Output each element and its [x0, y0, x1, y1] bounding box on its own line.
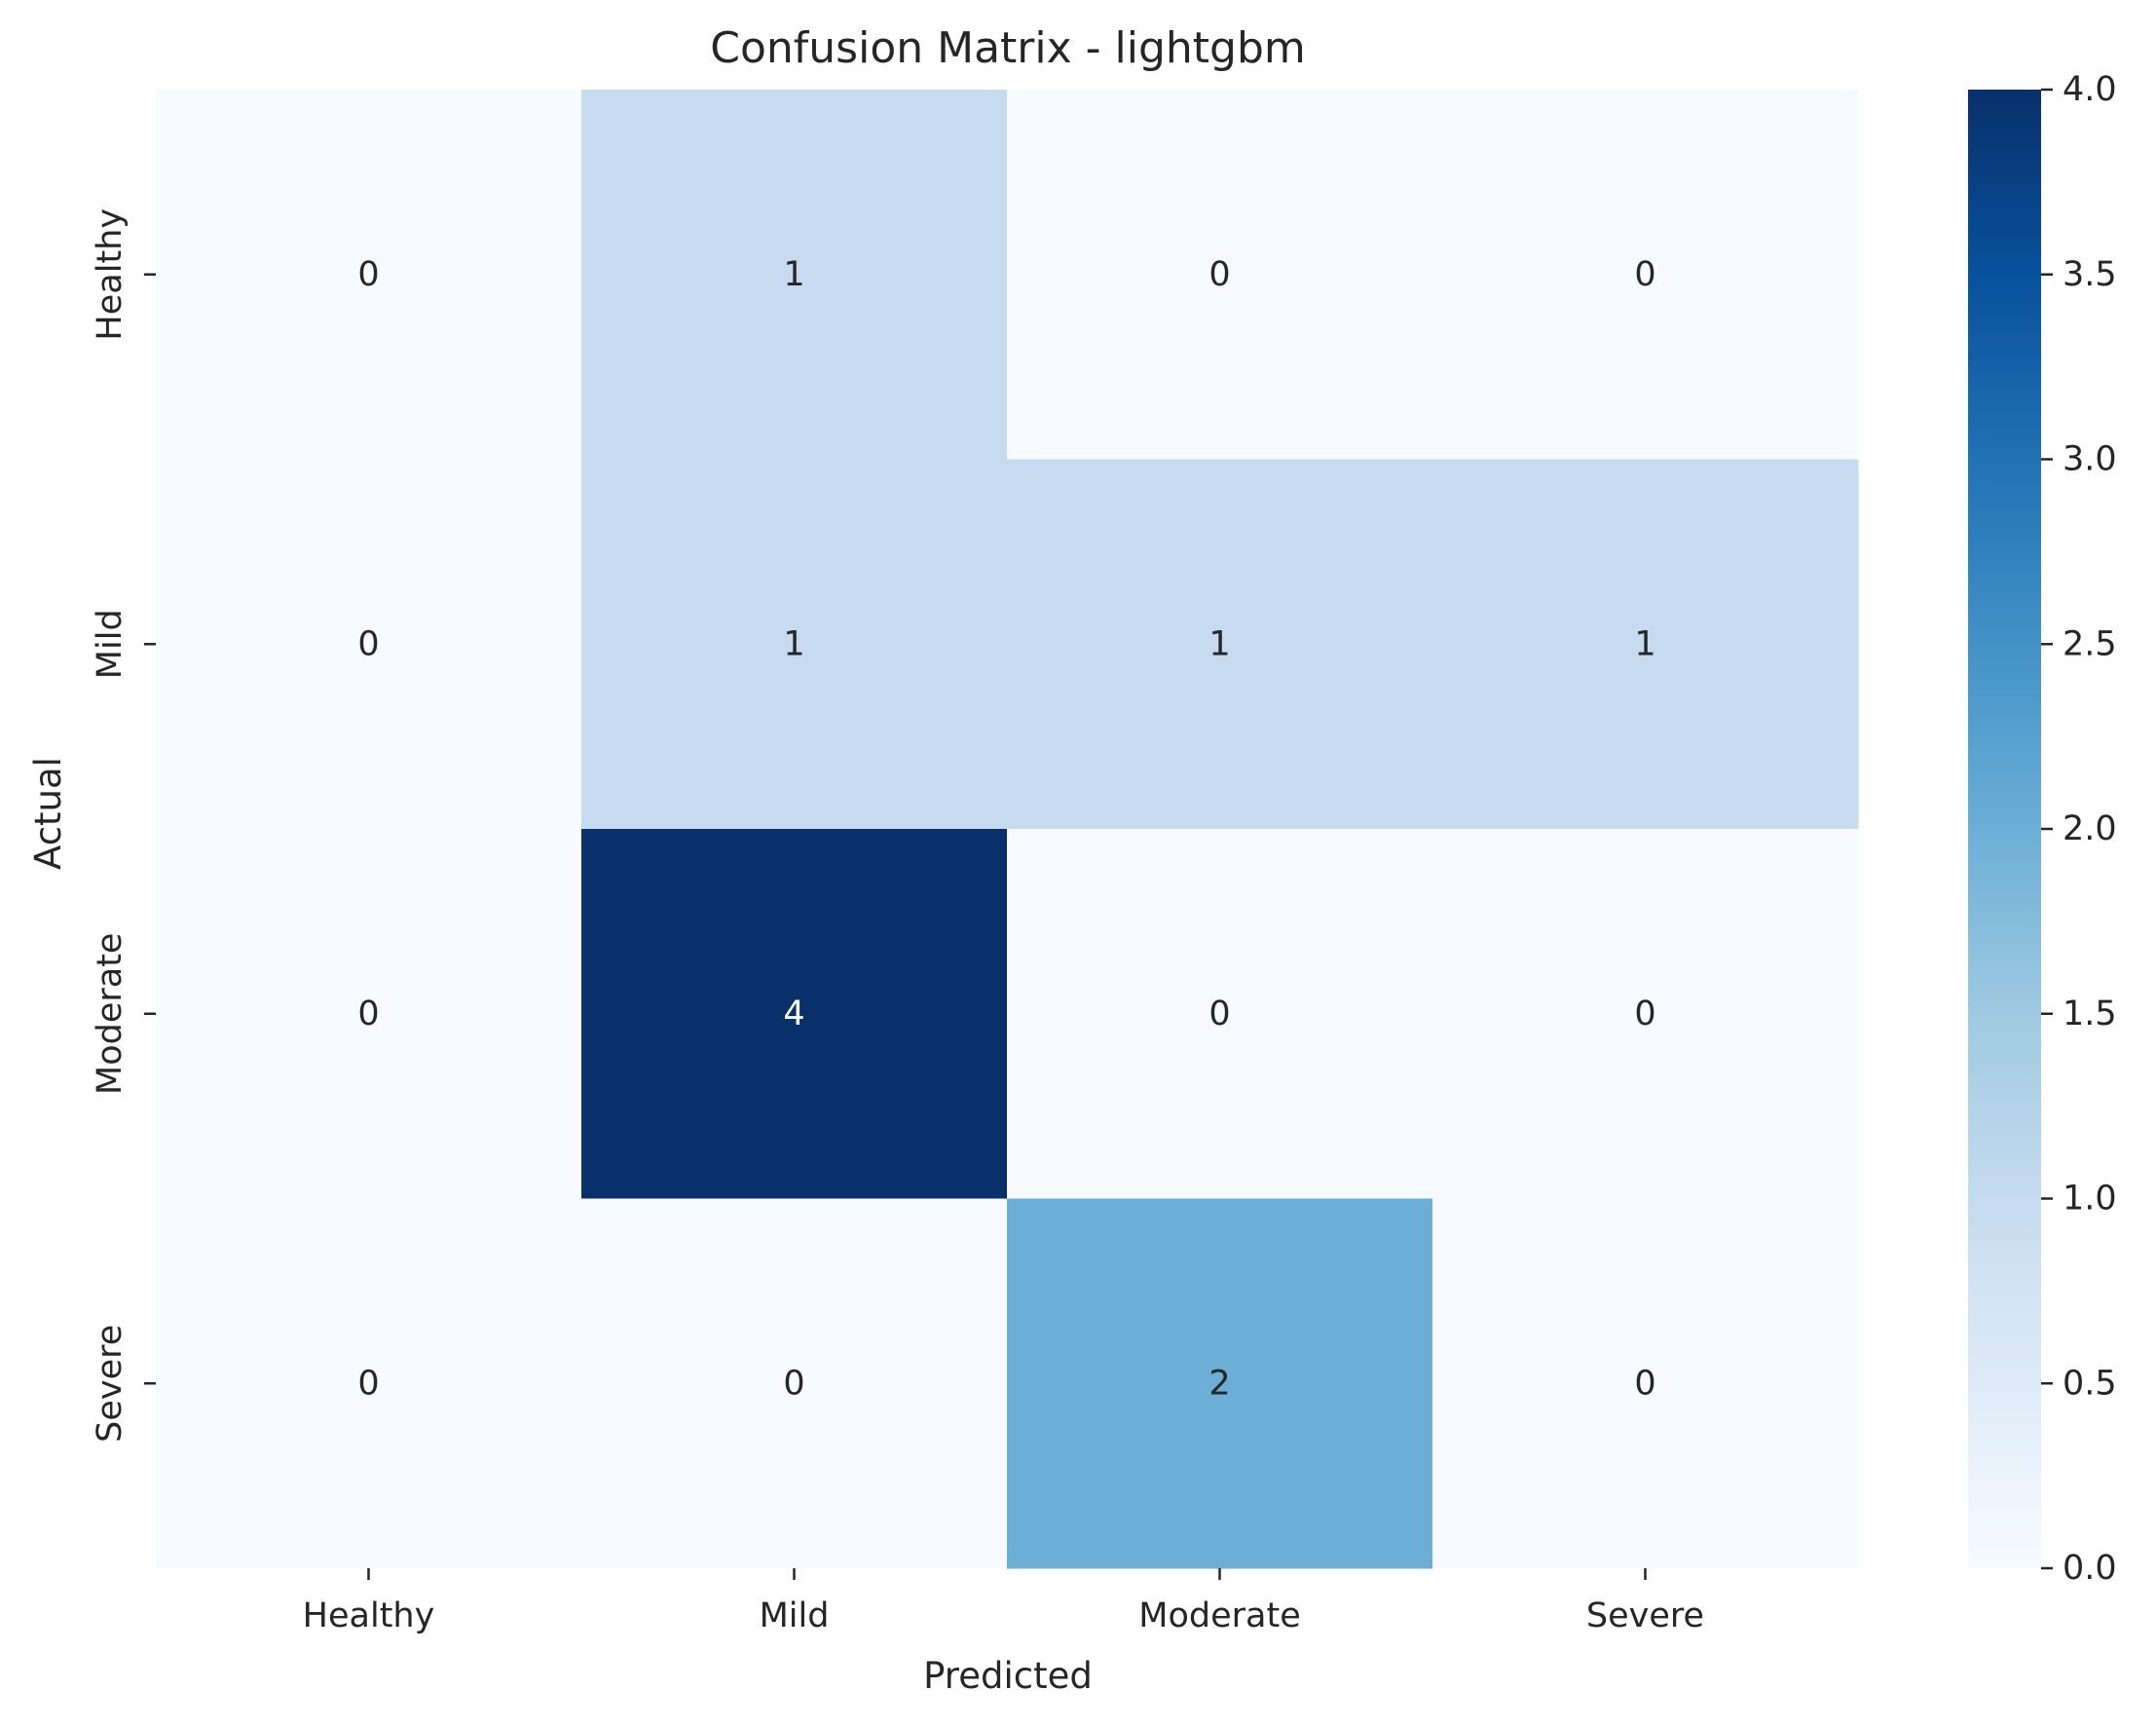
x-tick-label-healthy: Healthy	[303, 1596, 435, 1635]
cell-annotation-0-2: 0	[1208, 255, 1230, 294]
heatmap-cell-2-2	[1007, 829, 1433, 1199]
heatmap-cell-0-3	[1432, 90, 1859, 460]
colorbar-gradient	[1968, 90, 2041, 1568]
y-tick-label-healthy: Healthy	[91, 208, 130, 341]
heatmap-cell-3-3	[1432, 1198, 1859, 1569]
cell-annotation-1-2: 1	[1208, 624, 1230, 663]
colorbar-tick-label: 2.5	[2063, 624, 2117, 663]
heatmap-cell-1-0	[156, 459, 582, 830]
cell-annotation-2-0: 0	[357, 995, 379, 1033]
y-axis-ticks: Healthy Mild Moderate Severe	[91, 208, 156, 1443]
x-tick-label-moderate: Moderate	[1138, 1596, 1300, 1635]
heatmap-cell-3-2	[1007, 1198, 1433, 1569]
heatmap-cell-2-0	[156, 829, 582, 1199]
y-axis-label: Actual	[27, 757, 69, 870]
colorbar-ticks: 0.0 0.5 1.0 1.5 2.0 2.5 3.0 3.5 4.0	[2041, 70, 2117, 1588]
heatmap-cell-3-0	[156, 1198, 582, 1569]
cell-annotation-0-3: 0	[1634, 255, 1655, 294]
cell-annotation-0-1: 1	[783, 255, 804, 294]
cell-annotation-3-1: 0	[783, 1364, 804, 1403]
cell-annotation-3-0: 0	[357, 1364, 379, 1403]
cell-annotation-0-0: 0	[357, 255, 379, 294]
cell-annotation-1-0: 0	[357, 624, 379, 663]
colorbar-tick-label: 0.5	[2063, 1364, 2117, 1403]
colorbar-tick-label: 4.0	[2063, 70, 2117, 109]
heatmap-cell-1-1	[581, 459, 1008, 830]
y-tick-label-moderate: Moderate	[91, 933, 130, 1095]
x-tick-label-mild: Mild	[760, 1596, 830, 1635]
cell-annotation-2-1: 4	[783, 995, 804, 1033]
y-tick-label-mild: Mild	[91, 609, 130, 679]
heatmap-cell-3-1	[581, 1198, 1008, 1569]
colorbar-tick-label: 3.0	[2063, 440, 2117, 479]
colorbar: 0.0 0.5 1.0 1.5 2.0 2.5 3.0 3.5 4.0	[1968, 70, 2117, 1588]
x-tick-label-severe: Severe	[1586, 1596, 1704, 1635]
cell-annotation-3-2: 2	[1208, 1364, 1230, 1403]
colorbar-tick-label: 2.0	[2063, 809, 2117, 848]
cell-annotation-1-3: 1	[1634, 624, 1655, 663]
heatmap-cell-0-2	[1007, 90, 1433, 460]
colorbar-tick-label: 3.5	[2063, 255, 2117, 294]
x-axis-ticks: Healthy Mild Moderate Severe	[303, 1568, 1704, 1635]
cell-annotation-3-3: 0	[1634, 1364, 1655, 1403]
colorbar-tick-label: 1.0	[2063, 1180, 2117, 1219]
colorbar-tick-label: 0.0	[2063, 1549, 2117, 1588]
chart-title: Confusion Matrix - lightgbm	[710, 23, 1305, 73]
colorbar-tick-label: 1.5	[2063, 995, 2117, 1033]
heatmap-cells: 0 1 0 0 0 1 1 1 0 4 0 0 0 0 2 0	[156, 90, 1859, 1569]
heatmap-cell-0-0	[156, 90, 582, 460]
cell-annotation-1-1: 1	[783, 624, 804, 663]
y-tick-label-severe: Severe	[91, 1325, 130, 1443]
x-axis-label: Predicted	[923, 1655, 1093, 1697]
heatmap-cell-2-3	[1432, 829, 1859, 1199]
heatmap-cell-0-1	[581, 90, 1008, 460]
heatmap-cell-1-2	[1007, 459, 1433, 830]
cell-annotation-2-3: 0	[1634, 995, 1655, 1033]
cell-annotation-2-2: 0	[1208, 995, 1230, 1033]
heatmap-cell-2-1	[581, 829, 1008, 1199]
heatmap-cell-1-3	[1432, 459, 1859, 830]
